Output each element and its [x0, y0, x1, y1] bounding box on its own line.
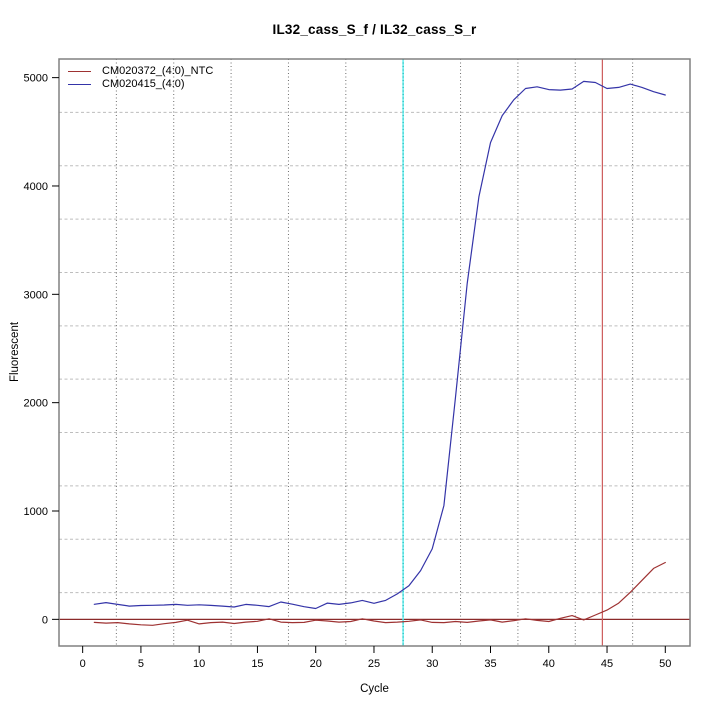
legend-item-sample: CM020415_(4:0) — [68, 78, 213, 91]
series-curve-CM020372_(4:0)_NTC — [93, 561, 666, 626]
legend: CM020372_(4:0)_NTC CM020415_(4:0) — [68, 65, 213, 91]
y-tick-label: 1000 — [24, 506, 48, 518]
x-tick-label: 50 — [659, 658, 671, 670]
y-tick-label: 5000 — [24, 73, 48, 85]
y-tick-label: 4000 — [24, 181, 48, 193]
legend-item-ntc: CM020372_(4:0)_NTC — [68, 65, 213, 78]
x-tick-label: 10 — [193, 658, 205, 670]
x-tick-label: 30 — [426, 658, 438, 670]
legend-label-sample: CM020415_(4:0) — [102, 78, 185, 90]
x-tick-label: 0 — [80, 658, 86, 670]
legend-label-ntc: CM020372_(4:0)_NTC — [102, 65, 214, 77]
x-tick-label: 45 — [601, 658, 613, 670]
y-tick-label: 3000 — [24, 289, 48, 301]
x-axis-label: Cycle — [360, 683, 389, 695]
legend-line-swatch-ntc — [68, 71, 91, 72]
x-tick-label: 25 — [368, 658, 380, 670]
y-tick-label: 0 — [42, 614, 48, 626]
x-tick-label: 20 — [310, 658, 322, 670]
plot-box — [58, 58, 691, 647]
x-tick-label: 40 — [543, 658, 555, 670]
legend-line-swatch-sample — [68, 84, 91, 85]
x-tick-label: 35 — [484, 658, 496, 670]
x-tick-label: 15 — [251, 658, 263, 670]
chart-title: IL32_cass_S_f / IL32_cass_S_r — [272, 22, 477, 37]
y-tick-label: 2000 — [24, 398, 48, 410]
series-curve-CM020415_(4:0) — [93, 80, 666, 610]
x-tick-label: 5 — [138, 658, 144, 670]
